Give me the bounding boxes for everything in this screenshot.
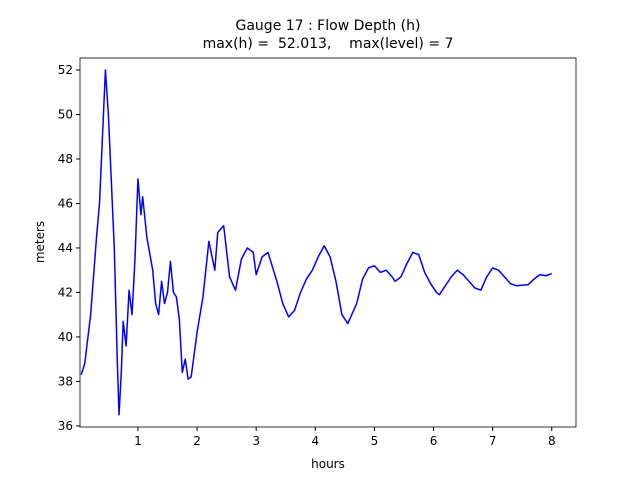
- y-tick-label: 44: [58, 241, 73, 255]
- y-tick-label: 42: [58, 285, 73, 299]
- x-tick-label: 3: [252, 434, 260, 448]
- chart-subtitle: max(h) = 52.013, max(level) = 7: [203, 36, 454, 52]
- y-tick-label: 36: [58, 419, 73, 433]
- x-tick-label: 6: [430, 434, 438, 448]
- chart-title: Gauge 17 : Flow Depth (h): [236, 18, 421, 34]
- y-tick-label: 48: [58, 152, 73, 166]
- y-tick-label: 38: [58, 374, 73, 388]
- y-axis-label: meters: [33, 221, 47, 263]
- x-tick-label: 7: [489, 434, 497, 448]
- x-tick-label: 5: [371, 434, 379, 448]
- plot-frame: [79, 57, 577, 428]
- x-axis-label: hours: [311, 457, 345, 471]
- y-tick-label: 40: [58, 330, 73, 344]
- data-line: [80, 69, 553, 416]
- x-tick-label: 4: [311, 434, 319, 448]
- y-tick-label: 46: [58, 196, 73, 210]
- x-tick-label: 2: [193, 434, 201, 448]
- y-tick-label: 52: [58, 63, 73, 77]
- y-tick-label: 50: [58, 107, 73, 121]
- x-tick-label: 1: [134, 434, 142, 448]
- x-tick-label: 8: [548, 434, 556, 448]
